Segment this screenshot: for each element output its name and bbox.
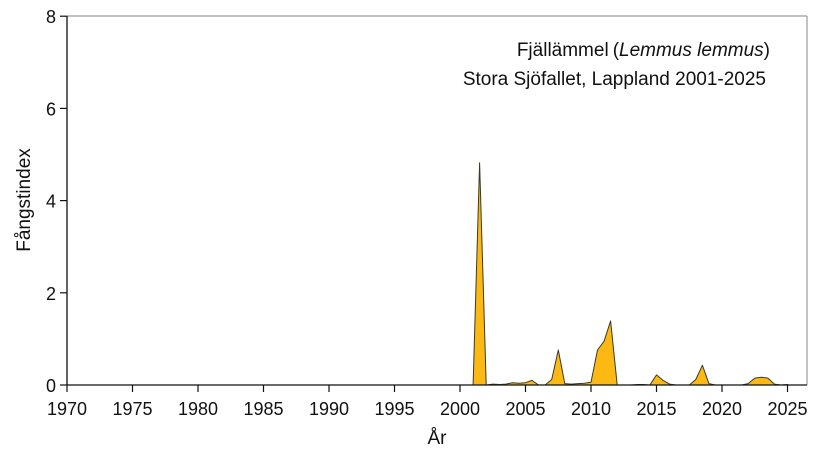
x-tick-label: 1975 — [112, 399, 152, 419]
y-axis-label: Fångstindex — [14, 148, 35, 252]
y-tick-label: 0 — [46, 376, 56, 396]
x-tick-label: 1995 — [374, 399, 414, 419]
chart-subtitle: Stora Sjöfallet, Lappland 2001-2025 — [463, 69, 766, 90]
data-area — [472, 162, 788, 386]
x-axis-label: År — [428, 428, 448, 449]
chart-title: Fjällämmel (Lemmus lemmus) — [517, 40, 770, 61]
y-tick-label: 4 — [46, 192, 56, 212]
y-ticks: 0 2 4 6 8 — [46, 7, 67, 396]
x-tick-label: 2025 — [767, 399, 807, 419]
y-tick-label: 6 — [46, 99, 56, 119]
x-ticks: 1970 1975 1980 1985 1990 1995 2000 2005 2010 2015… — [47, 385, 808, 419]
series-area — [472, 162, 788, 386]
x-tick-label: 2010 — [571, 399, 611, 419]
x-tick-label: 1970 — [47, 399, 87, 419]
x-tick-label: 1985 — [243, 399, 283, 419]
y-tick-label: 2 — [46, 284, 56, 304]
x-tick-label: 2015 — [636, 399, 676, 419]
x-tick-label: 1980 — [178, 399, 218, 419]
x-tick-label: 1990 — [309, 399, 349, 419]
title-common-name: Fjällämmel — [517, 40, 609, 61]
x-tick-label: 2020 — [702, 399, 742, 419]
plot-frame — [67, 15, 808, 385]
x-tick-label: 2000 — [440, 399, 480, 419]
title-latin-name: Lemmus lemmus — [619, 40, 764, 61]
x-tick-label: 2005 — [505, 399, 545, 419]
y-tick-label: 8 — [46, 7, 56, 27]
